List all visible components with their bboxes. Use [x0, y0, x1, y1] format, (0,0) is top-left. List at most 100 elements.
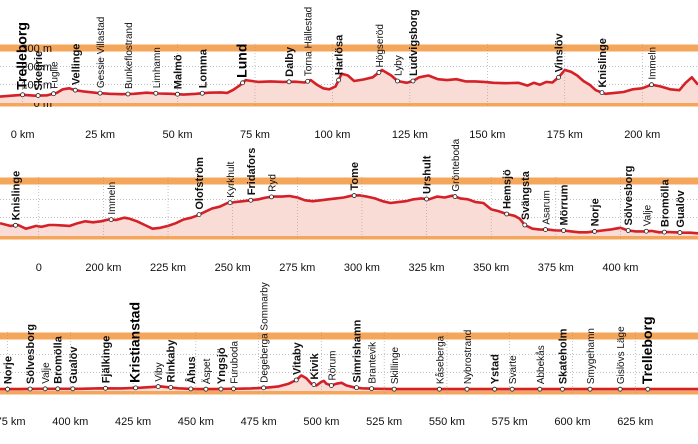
elevation-panel-2: 0 200 km 225 km 250 km 275 km 300 km 325 km 350… [0, 138, 698, 274]
place-marker [97, 90, 103, 96]
place-marker [561, 228, 566, 233]
x-tick-label: 100 km [314, 129, 350, 141]
place-label: Skateholm [557, 328, 569, 384]
place-marker [522, 222, 528, 228]
place-label: Asarum [541, 190, 552, 224]
x-tick-label: 350 km [473, 262, 509, 274]
place-marker [27, 386, 33, 392]
x-tick-label: 225 km [150, 262, 186, 274]
place-label: Knislinge [11, 171, 23, 221]
place-marker [155, 384, 161, 389]
place-label: Gessie Villastad [96, 17, 107, 89]
place-label: Svarte [508, 355, 519, 384]
place-label: Gröntebodа [451, 138, 462, 191]
place-label: Skegrie [33, 51, 45, 91]
x-tick-label: 625 km [617, 416, 653, 428]
place-marker [560, 386, 565, 392]
place-label: Mörrum [559, 184, 571, 225]
place-marker [175, 91, 180, 97]
place-label: Brantevik [368, 341, 379, 384]
place-label: Ystad [490, 354, 502, 384]
place-marker [492, 386, 498, 392]
place-marker [51, 91, 56, 97]
place-label: Kåseberga [434, 335, 446, 384]
place-label: Kristianstad [127, 302, 143, 383]
place-marker [35, 93, 41, 98]
place-marker [218, 386, 224, 392]
place-label: Tome [349, 162, 361, 191]
place-label: Lyby [393, 55, 404, 76]
x-tick-label: 0 [36, 262, 42, 274]
place-label: Valje [642, 204, 653, 226]
place-label: Kyrkhult [226, 161, 237, 197]
x-tick-label: 400 km [602, 262, 638, 274]
band-300m [0, 44, 698, 52]
band-300m [0, 332, 698, 340]
place-label: Kivik [309, 352, 321, 379]
x-tick-label: 25 km [85, 129, 115, 141]
place-label: Skillinge [390, 346, 401, 384]
place-marker [20, 92, 26, 98]
place-label: Immeln [107, 182, 118, 215]
place-marker [231, 386, 236, 392]
place-marker [336, 77, 342, 83]
place-label: Sölvesborg [25, 324, 37, 384]
place-label: Ryd [267, 174, 278, 192]
place-marker [70, 386, 76, 392]
place-label: Norje [3, 356, 15, 384]
place-label: Rörum [327, 350, 338, 380]
place-marker [311, 382, 317, 387]
place-label: Vellinge [70, 44, 82, 86]
place-label: Vinslöv [554, 33, 566, 73]
place-marker [625, 228, 631, 233]
place-label: Abbekås [535, 345, 547, 384]
place-label: Bunkeflostrand [124, 22, 135, 89]
x-tick-label: 600 km [554, 416, 590, 428]
x-tick-label: 50 km [163, 129, 193, 141]
elevation-line [0, 194, 698, 235]
place-label: Lomma [197, 48, 209, 88]
place-marker [133, 385, 138, 391]
place-marker [592, 229, 597, 234]
place-label: Valje [41, 362, 52, 384]
place-marker [376, 70, 382, 75]
x-tick-label: 125 km [392, 129, 428, 141]
place-marker [351, 193, 357, 198]
x-tick-label: 475 km [241, 416, 277, 428]
place-label: Bromölla [53, 335, 65, 384]
elevation-panel-3: 375 km 400 km 425 km 450 km 475 km 500 km 525 … [0, 282, 698, 428]
place-marker [305, 78, 311, 84]
place-marker [354, 385, 359, 391]
place-marker [649, 82, 654, 88]
x-tick-label: 250 km [215, 262, 251, 274]
place-marker [677, 230, 683, 235]
place-marker [293, 377, 299, 383]
place-label: Ludvigsborg [408, 9, 420, 76]
place-marker [587, 386, 593, 392]
place-label: Harlösa [334, 34, 346, 75]
place-marker [196, 212, 202, 218]
x-tick-label: 300 km [344, 262, 380, 274]
x-tick-label: 450 km [178, 416, 214, 428]
place-marker [168, 385, 174, 390]
place-label: Trelleborg [639, 316, 655, 384]
place-label: Gualöv [675, 189, 687, 227]
place-marker [286, 79, 292, 85]
place-marker [188, 386, 194, 392]
place-label: Limhamn [152, 47, 163, 88]
place-marker [55, 386, 61, 392]
y-tick-label: 200 m [21, 61, 52, 73]
place-marker [661, 229, 667, 235]
place-label: Åhus [185, 356, 198, 384]
place-label: Äspet [201, 358, 213, 384]
x-tick-label: 175 km [547, 129, 583, 141]
place-marker [391, 386, 397, 392]
place-label: Sölvesborg [623, 166, 635, 226]
place-marker [643, 228, 649, 234]
place-label: Knislinge [597, 38, 609, 88]
place-marker [436, 386, 442, 392]
place-marker [410, 78, 416, 84]
y-tick-label: 300 m [21, 43, 52, 55]
